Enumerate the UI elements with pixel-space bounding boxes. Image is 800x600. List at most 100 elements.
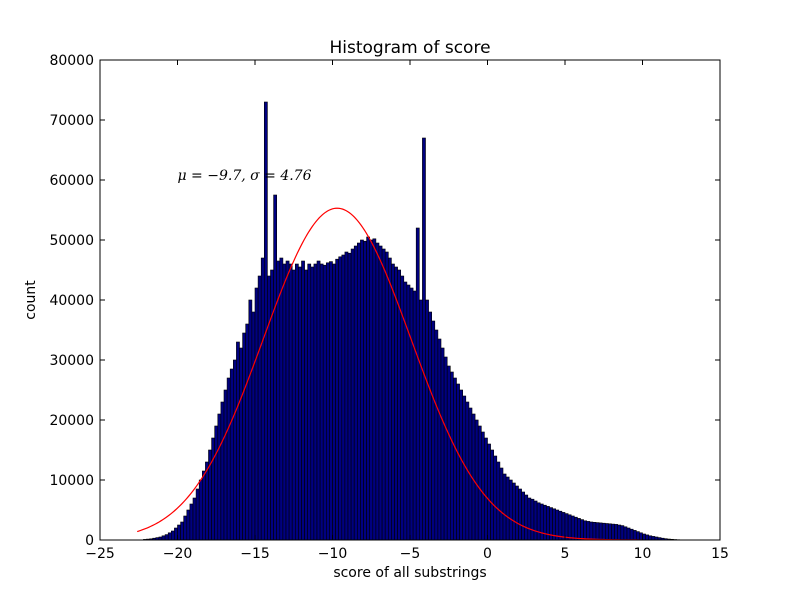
histogram-bar [462,395,467,541]
histogram-bar [239,347,243,541]
histogram-bar [614,524,618,541]
histogram-bar [530,498,535,541]
histogram-bar [598,522,603,541]
histogram-bar [363,240,367,541]
histogram-bar [233,359,237,541]
y-tick-label: 60000 [49,173,94,189]
histogram-bar [518,488,522,541]
histogram-bar [601,522,606,541]
histogram-bar [632,530,637,541]
histogram-bar [409,287,414,541]
histogram-bar [183,515,188,541]
x-axis-label: score of all substrings [333,565,486,581]
histogram-bar [406,284,411,541]
x-tick-label: −5 [400,546,421,562]
histogram-bar [167,532,172,541]
histogram-bar [471,413,476,541]
histogram-bar [248,299,253,541]
histogram-bar [508,479,513,541]
histogram-bar [229,368,234,541]
histogram-bar [477,425,482,541]
x-tick-label: 0 [483,546,492,562]
histogram-bar [350,248,355,541]
histogram-bar [202,470,206,541]
histogram-bar [415,227,420,541]
histogram-bar [515,485,519,541]
histogram-bar [226,377,231,541]
x-tick-label: 5 [561,546,570,562]
histogram-bar [369,239,374,541]
y-tick-label: 0 [85,533,94,549]
histogram-bar [245,323,250,541]
histogram-bar [651,536,656,541]
histogram-bar [341,254,346,541]
histogram-bar [310,266,315,541]
histogram-bar [573,516,578,541]
histogram-bar [298,266,302,541]
y-axis-label: count [23,280,39,320]
histogram-bar [192,497,197,541]
histogram-bar [353,245,358,541]
histogram-bar [171,530,175,541]
histogram-bar [511,482,516,541]
histogram-bar [322,264,327,541]
histogram-bar [449,371,454,541]
histogram-bar [220,401,225,541]
histogram-bar [356,242,361,541]
histogram-bar [223,389,228,541]
x-tick-label: −25 [85,546,115,562]
histogram-bar [291,269,296,541]
histogram-bar [474,419,479,541]
x-tick-label: 15 [711,546,729,562]
histogram-bar [288,263,293,541]
histogram-bar [648,535,653,541]
histogram-bar [567,514,572,541]
histogram-bar [425,299,429,541]
histogram-bar [583,520,587,541]
y-axis-ticks: 0 10000 20000 30000 40000 50000 60000 70000 8000… [49,53,720,549]
y-tick-label: 50000 [49,233,94,249]
histogram-bar [198,479,203,541]
histogram-bar [161,535,166,541]
histogram-bar [180,521,185,541]
histogram-bar [375,242,380,541]
histogram-bar [316,260,321,541]
chart-title: Histogram of score [329,38,490,58]
x-tick-label: −20 [163,546,193,562]
histogram-bar [366,236,371,541]
histogram-bar [260,257,265,541]
histogram-bar [456,383,460,541]
histogram-bar [493,455,498,541]
y-tick-label: 80000 [49,53,94,69]
histogram-bar [236,341,240,541]
histogram-bar [332,263,336,541]
histogram-bar [307,263,312,541]
histogram-bar [285,260,290,541]
histogram-bar [443,356,448,541]
histogram-bar [524,494,529,541]
y-tick-label: 40000 [49,293,94,309]
normal-fit-curve [137,207,643,541]
histogram-bar [301,260,305,541]
histogram-bar [487,443,491,541]
x-axis-ticks: −25 −20 −15 −10 −5 0 5 10 15 [85,60,729,562]
histogram-bar [344,251,349,541]
histogram-bar [527,497,532,541]
histogram-bar [418,299,423,541]
histogram-bar [378,245,383,541]
x-tick-label: −10 [318,546,348,562]
y-tick-label: 70000 [49,113,94,129]
histogram-bar [499,467,504,541]
histogram-bar [589,521,594,541]
histogram-bar [577,518,581,541]
histogram-bar [480,431,485,541]
histogram-bar [217,413,222,541]
histogram-bar [453,377,457,541]
histogram-bar [431,320,436,541]
histogram-bar [372,238,377,541]
histogram-bar [595,522,600,541]
histogram-bar [242,332,247,541]
histogram-bar [446,365,451,541]
histogram-bar [608,523,612,541]
